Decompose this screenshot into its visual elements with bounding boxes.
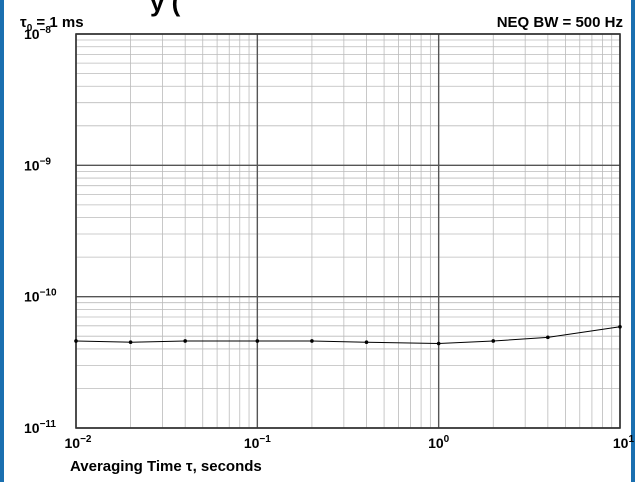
tau0-value: = 1 ms: [32, 14, 84, 31]
x-axis-label: Averaging Time τ, seconds: [70, 458, 262, 475]
chart-title-partial: y (: [150, 0, 181, 17]
data-point: [546, 335, 550, 340]
plot-border: [75, 33, 621, 429]
x-tick-label: 100: [428, 434, 450, 451]
data-point: [183, 339, 187, 343]
bandwidth-annotation: NEQ BW = 500 Hz: [496, 14, 623, 31]
series-line: [75, 326, 621, 345]
data-point: [491, 339, 496, 343]
plot-area: [76, 34, 620, 428]
data-point: [436, 341, 441, 346]
data-point: [310, 339, 314, 343]
y-tick-label: 10−8: [24, 25, 51, 42]
data-point: [364, 340, 369, 345]
y-tick-label: 10−10: [24, 288, 57, 305]
x-tick-label: 10−2: [65, 434, 92, 451]
x-tick-label: 10−1: [244, 434, 271, 451]
data-point: [255, 339, 260, 343]
tau0-symbol: τ: [20, 14, 27, 31]
y-tick-label: 10−9: [24, 156, 51, 173]
x-tick-label: 101: [613, 434, 635, 451]
data-point: [128, 340, 133, 345]
tau0-subscript: 0: [26, 23, 33, 34]
data-point: [74, 339, 78, 343]
data-point: [618, 324, 622, 329]
tau0-annotation: τ0 = 1 ms: [20, 14, 84, 34]
y-tick-label: 10−11: [24, 419, 56, 436]
